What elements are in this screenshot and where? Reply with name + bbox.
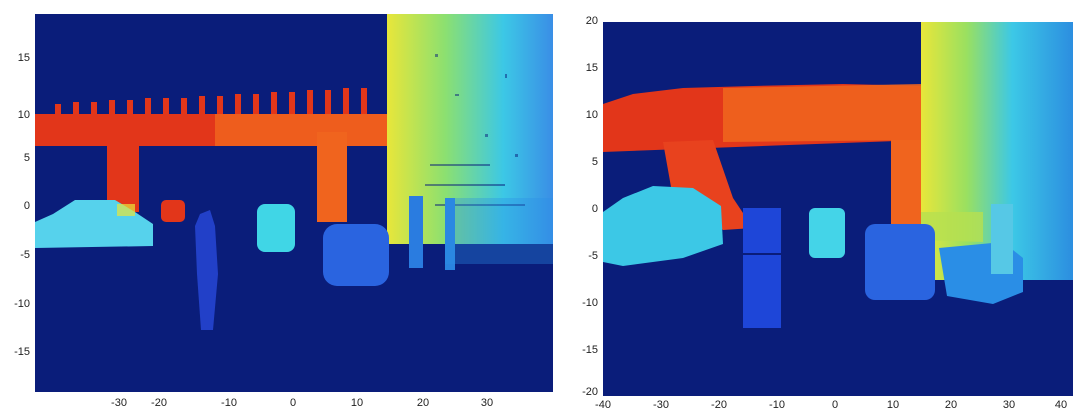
x-tick-label: -10 (769, 399, 785, 411)
y-tick-label: -10 (582, 297, 598, 309)
x-tick-label: 0 (289, 397, 297, 409)
left-cyan-vehicle (257, 204, 295, 252)
right-cyan-vehicle (809, 208, 845, 258)
y-tick-label: 15 (585, 62, 598, 74)
y-tick-label: -5 (588, 250, 598, 262)
left-small-red-object (161, 200, 185, 222)
x-tick-label: -20 (711, 399, 727, 411)
y-tick-label: 5 (591, 156, 598, 168)
x-tick-label: 0 (831, 399, 839, 411)
right-depth-image (603, 22, 1073, 396)
left-depth-image (35, 14, 553, 392)
left-depth-map (35, 14, 553, 392)
x-tick-label: 30 (1002, 399, 1016, 411)
x-tick-label: -40 (595, 399, 611, 411)
x-tick-label: -20 (151, 397, 167, 409)
left-pillar-2 (317, 132, 347, 222)
y-tick-label: -5 (20, 249, 30, 261)
y-tick-label: -10 (14, 298, 30, 310)
x-tick-label: 20 (944, 399, 958, 411)
x-tick-label: 40 (1054, 399, 1068, 411)
left-right-pedestrian (409, 196, 423, 268)
x-tick-label: 20 (416, 397, 430, 409)
y-tick-label: -15 (14, 346, 30, 358)
y-tick-label: 10 (17, 109, 30, 121)
x-tick-label: 10 (350, 397, 364, 409)
y-tick-label: 0 (23, 200, 30, 212)
x-tick-label: -30 (111, 397, 127, 409)
y-tick-label: 0 (591, 203, 598, 215)
left-pedestrian (195, 210, 218, 330)
left-near-car (323, 224, 389, 286)
left-depth-plot-panel: 15 10 5 0 -5 -10 -15 -30 -20 -10 0 10 20… (14, 14, 553, 409)
y-tick-label: 15 (17, 52, 30, 64)
y-tick-label: -20 (582, 386, 598, 398)
right-pillar-1 (663, 140, 753, 230)
right-pedestrian (743, 208, 781, 328)
x-tick-label: -10 (221, 397, 237, 409)
right-car (603, 186, 723, 266)
x-tick-label: 10 (886, 399, 900, 411)
x-tick-label: -30 (653, 399, 669, 411)
x-tick-label: 30 (480, 397, 494, 409)
y-tick-label: -15 (582, 344, 598, 356)
right-depth-map (603, 22, 1073, 396)
y-tick-label: 5 (23, 152, 30, 164)
left-battlements (55, 88, 367, 116)
y-tick-label: 20 (585, 15, 598, 27)
right-near-car (865, 224, 935, 300)
y-tick-label: 10 (585, 109, 598, 121)
right-depth-plot-panel: 20 15 10 5 0 -5 -10 -15 -20 -40 -30 -20 … (560, 0, 1079, 414)
